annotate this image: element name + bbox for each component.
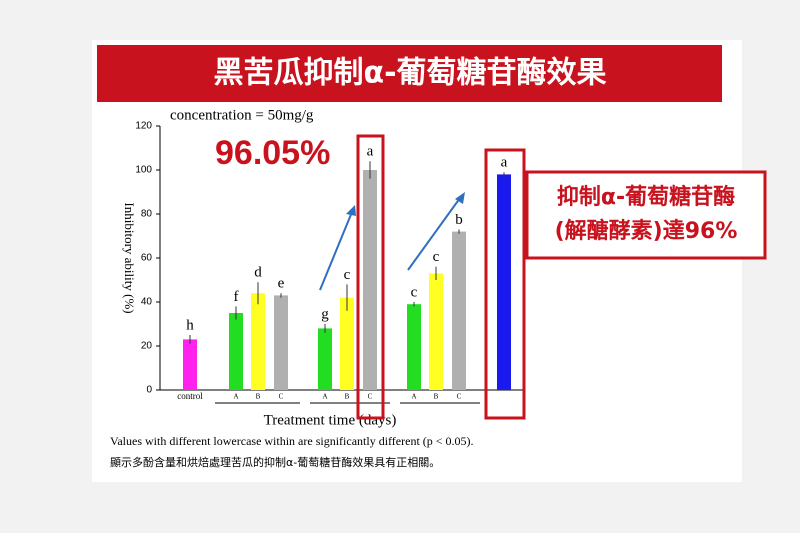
significance-letter: e bbox=[278, 276, 285, 292]
x-tick-label: A bbox=[411, 393, 416, 401]
y-tick-label: 40 bbox=[141, 297, 153, 308]
significance-letter: a bbox=[367, 144, 374, 160]
note: 顯示多酚含量和烘焙處理苦瓜的抑制α-葡萄糖苷酶效果具有正相關。 bbox=[110, 455, 440, 469]
highlight-box bbox=[484, 148, 526, 420]
highlight: 96.05% bbox=[215, 134, 330, 172]
x-tick-label: C bbox=[457, 393, 462, 401]
bar bbox=[429, 273, 443, 390]
significance-letter: b bbox=[455, 212, 463, 228]
y-tick-label: 120 bbox=[135, 121, 152, 132]
note: Values with different lowercase within a… bbox=[110, 434, 474, 448]
arrow-head bbox=[346, 205, 356, 216]
bar bbox=[407, 304, 421, 390]
arrow bbox=[407, 197, 461, 271]
significance-letter: f bbox=[234, 289, 239, 305]
significance-letter: c bbox=[411, 284, 418, 300]
y-tick-label: 100 bbox=[135, 165, 152, 176]
x-tick-label: C bbox=[368, 393, 373, 401]
card bbox=[92, 40, 742, 482]
y-tick-label: 0 bbox=[146, 385, 152, 396]
y-tick-label: 20 bbox=[141, 341, 153, 352]
bar bbox=[251, 293, 265, 390]
x-tick-label: A bbox=[322, 393, 327, 401]
arrow bbox=[319, 211, 353, 291]
significance-letter: g bbox=[321, 306, 329, 322]
x-tick-label: A bbox=[233, 393, 238, 401]
bar bbox=[183, 339, 197, 390]
y-tick-label: 80 bbox=[141, 209, 153, 220]
arrow-head bbox=[455, 192, 465, 204]
bar bbox=[274, 295, 288, 390]
chart-title: 黑苦瓜抑制α-葡萄糖苷酶效果 bbox=[213, 56, 606, 91]
significance-letter: h bbox=[186, 317, 194, 333]
x-tick-label: B bbox=[345, 393, 350, 401]
bar bbox=[452, 231, 466, 390]
bar bbox=[318, 328, 332, 390]
x-tick-label: B bbox=[256, 393, 261, 401]
callout: 抑制α-葡萄糖苷酶 bbox=[557, 184, 735, 210]
bar bbox=[340, 297, 354, 390]
x-tick-label: B bbox=[434, 393, 439, 401]
title-banner bbox=[97, 45, 722, 102]
bar bbox=[363, 170, 377, 390]
bar bbox=[497, 174, 511, 390]
x-tick-label: C bbox=[279, 393, 284, 401]
callout: (解醣酵素)達96% bbox=[555, 218, 738, 244]
highlight-box bbox=[356, 134, 385, 420]
x-tick-label: control bbox=[177, 391, 203, 401]
callout-box bbox=[525, 170, 767, 260]
significance-letter: c bbox=[433, 249, 440, 265]
x-axis-label: Treatment time (days) bbox=[264, 412, 397, 428]
significance-letter: d bbox=[254, 265, 262, 281]
significance-letter: a bbox=[501, 155, 508, 171]
significance-letter: c bbox=[344, 267, 351, 283]
y-axis-label: Inhibitory ability (%) bbox=[122, 202, 137, 313]
bar bbox=[229, 313, 243, 390]
subtitle: concentration = 50mg/g bbox=[170, 107, 314, 123]
y-tick-label: 60 bbox=[141, 253, 153, 264]
